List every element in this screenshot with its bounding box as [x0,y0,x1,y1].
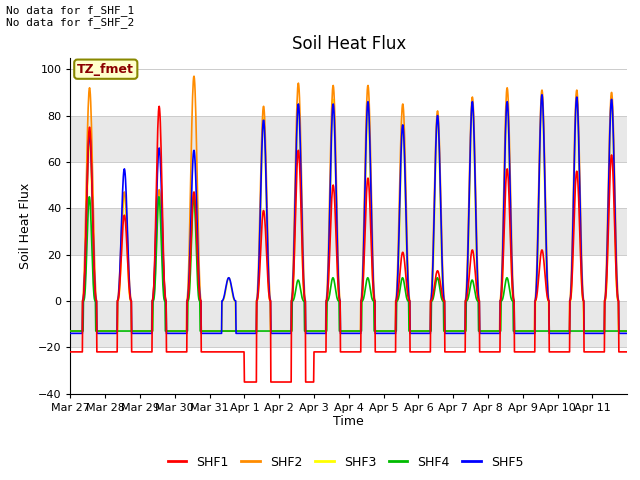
Line: SHF1: SHF1 [70,107,627,382]
SHF4 [480,328,488,334]
SHF1 [616,349,624,355]
SHF4 [623,328,630,334]
SHF2 [67,328,74,334]
SHF4 [324,298,332,303]
SHF3 [623,328,630,334]
SHF5 [562,330,570,336]
SHF4 [335,298,342,304]
Bar [70,58,627,116]
Line: SHF2: SHF2 [70,76,627,331]
Legend: SHF1, SHF2, SHF3, SHF4, SHF5: SHF1, SHF2, SHF3, SHF4, SHF5 [163,451,529,474]
SHF1 [241,379,248,385]
Bar [70,301,627,347]
Bar [70,162,627,208]
SHF3 [154,215,161,220]
SHF2 [324,270,332,276]
SHF1 [562,349,570,355]
SHF2 [335,263,342,268]
SHF1 [154,138,161,144]
SHF1 [67,349,74,355]
SHF5 [334,265,342,271]
SHF4 [67,328,74,334]
SHF2 [154,204,161,209]
SHF2 [616,328,624,334]
SHF1 [481,349,488,355]
SHF3 [334,279,342,285]
SHF5 [480,330,488,336]
Bar [70,208,627,254]
SHF1 [156,104,163,109]
SHF1 [623,349,630,355]
SHF3 [538,92,546,97]
SHF5 [67,330,74,336]
SHF5 [538,92,546,97]
SHF5 [324,289,332,295]
SHF2 [190,73,198,79]
Bar [70,116,627,162]
SHF5 [616,330,624,336]
Bar [70,254,627,301]
Text: No data for f_SHF_1
No data for f_SHF_2: No data for f_SHF_1 No data for f_SHF_2 [6,5,134,28]
SHF3 [324,295,332,301]
SHF4 [562,328,570,334]
SHF3 [67,328,74,334]
SHF5 [154,171,161,177]
SHF4 [85,194,93,200]
SHF2 [623,328,630,334]
Title: Soil Heat Flux: Soil Heat Flux [292,35,406,53]
Text: TZ_fmet: TZ_fmet [77,63,134,76]
Line: SHF5: SHF5 [70,95,627,333]
Line: SHF3: SHF3 [70,95,627,331]
SHF1 [324,284,332,290]
SHF3 [616,328,624,334]
Bar [70,347,627,394]
SHF4 [616,328,624,334]
SHF4 [154,208,162,214]
Line: SHF4: SHF4 [70,197,627,331]
SHF2 [562,328,570,334]
SHF1 [335,291,342,297]
SHF5 [623,330,630,336]
SHF3 [562,328,570,334]
SHF2 [480,328,488,334]
Y-axis label: Soil Heat Flux: Soil Heat Flux [19,182,32,269]
X-axis label: Time: Time [333,415,364,429]
SHF3 [480,328,488,334]
